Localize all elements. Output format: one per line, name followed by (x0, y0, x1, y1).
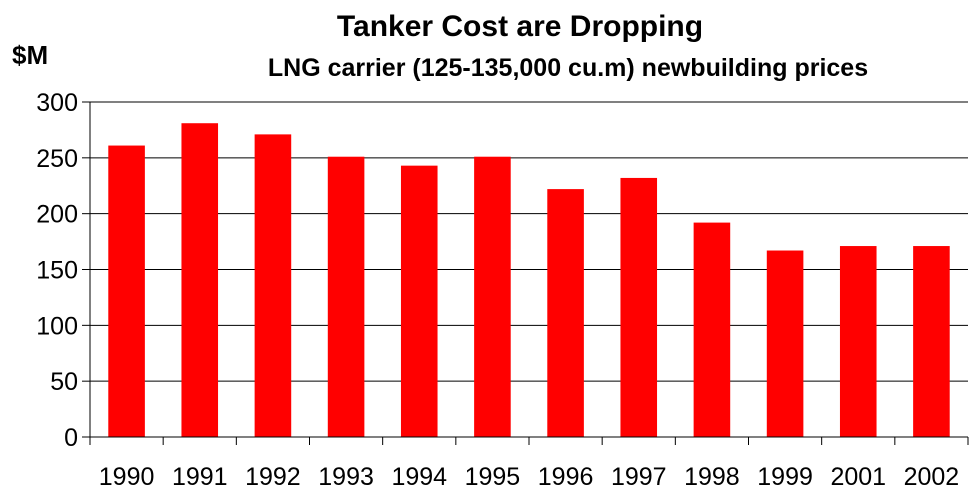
bar-1991 (181, 123, 219, 437)
bar-1990 (108, 145, 145, 438)
bar-1998 (693, 222, 731, 437)
chart-title: Tanker Cost are Dropping (337, 10, 703, 43)
bars (108, 123, 950, 438)
x-tick-labels: 1990 1991 1992 1993 1994 1995 1996 1997 1998 1999… (99, 463, 959, 491)
chart-subtitle: LNG carrier (125-135,000 cu.m) newbuildi… (268, 54, 868, 82)
x-tick-label: 2001 (830, 463, 886, 491)
y-tick-label: 0 (64, 424, 78, 452)
x-tick-label: 1999 (757, 463, 813, 491)
x-tick-label: 1995 (465, 463, 521, 491)
y-tick-label: 150 (36, 257, 78, 285)
gridlines (90, 101, 968, 382)
x-tick-label: 1996 (538, 463, 594, 491)
x-tick-label: 2002 (904, 463, 960, 491)
bar-1993 (327, 156, 365, 437)
y-tick-labels: 0 50 100 150 200 250 300 (36, 89, 78, 452)
x-tick-label: 1993 (318, 463, 374, 491)
bar-2001 (839, 246, 877, 437)
y-axis-unit-label: $M (12, 40, 48, 70)
y-tick-label: 250 (36, 145, 78, 173)
x-tick-label: 1991 (172, 463, 228, 491)
bar-1992 (254, 134, 292, 437)
bar-1999 (766, 250, 804, 437)
x-tick-label: 1992 (245, 463, 301, 491)
y-tick-label: 100 (36, 312, 78, 340)
bar-1995 (474, 156, 511, 437)
y-tick-label: 300 (36, 89, 78, 117)
x-tick-label: 1997 (611, 463, 667, 491)
y-tick-label: 50 (50, 368, 78, 396)
x-tick-label: 1998 (684, 463, 740, 491)
bar-1994 (400, 165, 438, 437)
bar-1996 (547, 189, 584, 437)
x-tick-label: 1990 (99, 463, 155, 491)
x-tick-label: 1994 (391, 463, 447, 491)
bar-2002 (913, 246, 950, 437)
axes (82, 101, 969, 445)
y-tick-label: 200 (36, 201, 78, 229)
bar-1997 (620, 177, 658, 437)
